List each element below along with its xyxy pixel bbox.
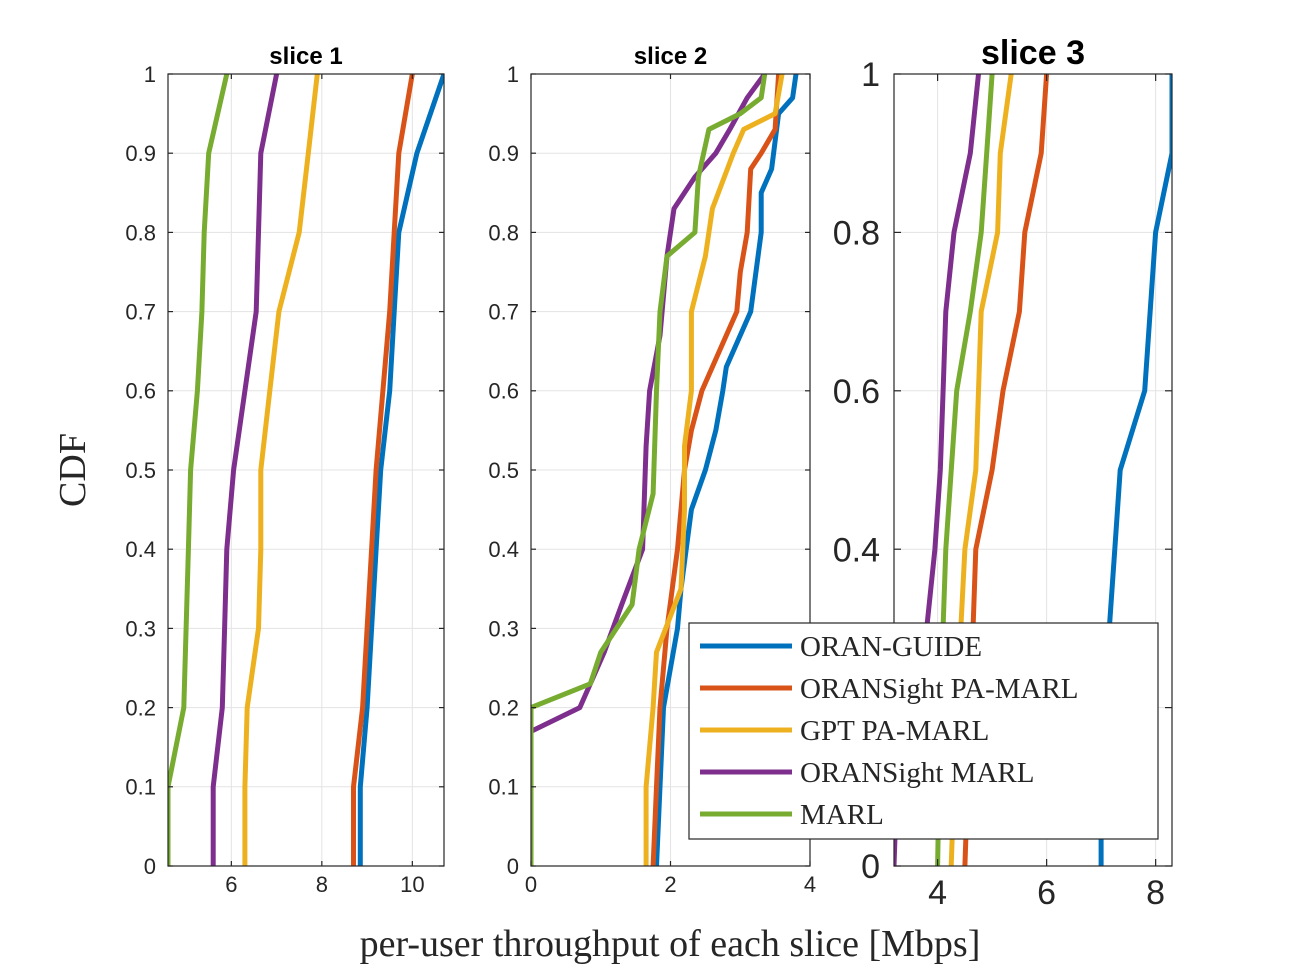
y-tick-label: 0 — [144, 854, 156, 879]
subplot-2: 0 2 4 0 0.1 0.2 0.3 0.4 0.5 0.6 0.7 0.8 0.9 1 slice 2 — [488, 43, 816, 897]
x-axis-label: per-user throughput of each slice [Mbps] — [360, 923, 981, 965]
y-axis-label: CDF — [52, 433, 94, 507]
subplot-1: 6 8 10 0 0.1 0.2 0.3 0.4 0.5 0.6 0.7 0.8 0.9 1 slice 1 — [125, 43, 445, 897]
axes-box — [893, 73, 1173, 867]
y-tick-label: 1 — [144, 62, 156, 87]
y-tick-label: 0.5 — [125, 458, 156, 483]
x-tick-label: 0 — [525, 872, 537, 897]
series-line-gpt-pa-marl — [643, 74, 785, 866]
y-tick-label: 0.6 — [833, 373, 880, 411]
series-line-oran-guide — [357, 74, 444, 866]
x-tick-label: 4 — [928, 874, 947, 912]
legend-label: GPT PA-MARL — [800, 715, 989, 747]
y-tick-label: 0.4 — [833, 531, 880, 569]
y-tick-label: 0.7 — [125, 300, 156, 325]
y-tick-label: 1 — [861, 56, 880, 94]
y-tick-label: 0.6 — [125, 379, 156, 404]
y-tick-label: 1 — [507, 62, 519, 87]
legend-label: ORANSight MARL — [800, 757, 1034, 789]
y-tick-label: 0.9 — [125, 141, 156, 166]
x-tick-label: 2 — [664, 872, 676, 897]
y-tick-label: 0.1 — [488, 775, 519, 800]
subplot-title: slice 2 — [634, 43, 707, 70]
x-tick-label: 8 — [1146, 874, 1165, 912]
y-tick-label: 0.9 — [488, 141, 519, 166]
series-line-oransight-marl — [210, 74, 280, 866]
y-tick-label: 0.8 — [833, 215, 880, 253]
subplot-title: slice 1 — [269, 43, 342, 70]
series-line-oransight-pa-marl — [351, 74, 415, 866]
y-tick-label: 0 — [861, 848, 880, 886]
legend-label: MARL — [800, 799, 884, 831]
y-tick-label: 0.2 — [488, 696, 519, 721]
y-tick-label: 0.8 — [488, 220, 519, 245]
x-tick-label: 6 — [225, 872, 237, 897]
series-line-oran-guide — [654, 74, 799, 866]
y-tick-label: 0.6 — [488, 379, 519, 404]
x-tick-label: 4 — [804, 872, 816, 897]
y-tick-label: 0 — [507, 854, 519, 879]
legend-label: ORANSight PA-MARL — [800, 673, 1079, 705]
y-tick-label: 0.2 — [125, 696, 156, 721]
y-tick-label: 0.3 — [125, 616, 156, 641]
x-tick-label: 6 — [1037, 874, 1056, 912]
series-line-marl — [168, 74, 230, 866]
y-tick-label: 0.7 — [488, 300, 519, 325]
y-tick-label: 0.3 — [488, 616, 519, 641]
legend-label: ORAN-GUIDE — [800, 631, 982, 663]
series-line-marl — [531, 74, 768, 866]
y-tick-label: 0.1 — [125, 775, 156, 800]
series-line-oransight-pa-marl — [650, 74, 782, 866]
subplot-title: slice 3 — [981, 34, 1085, 72]
legend: ORAN-GUIDE ORANSight PA-MARL GPT PA-MARL OR… — [688, 622, 1159, 840]
y-tick-label: 0.8 — [125, 220, 156, 245]
y-tick-label: 0.4 — [488, 537, 519, 562]
y-tick-label: 0.4 — [125, 537, 156, 562]
y-tick-label: 0.5 — [488, 458, 519, 483]
x-tick-label: 8 — [316, 872, 328, 897]
x-tick-label: 10 — [400, 872, 424, 897]
series-line-gpt-pa-marl — [242, 74, 320, 866]
